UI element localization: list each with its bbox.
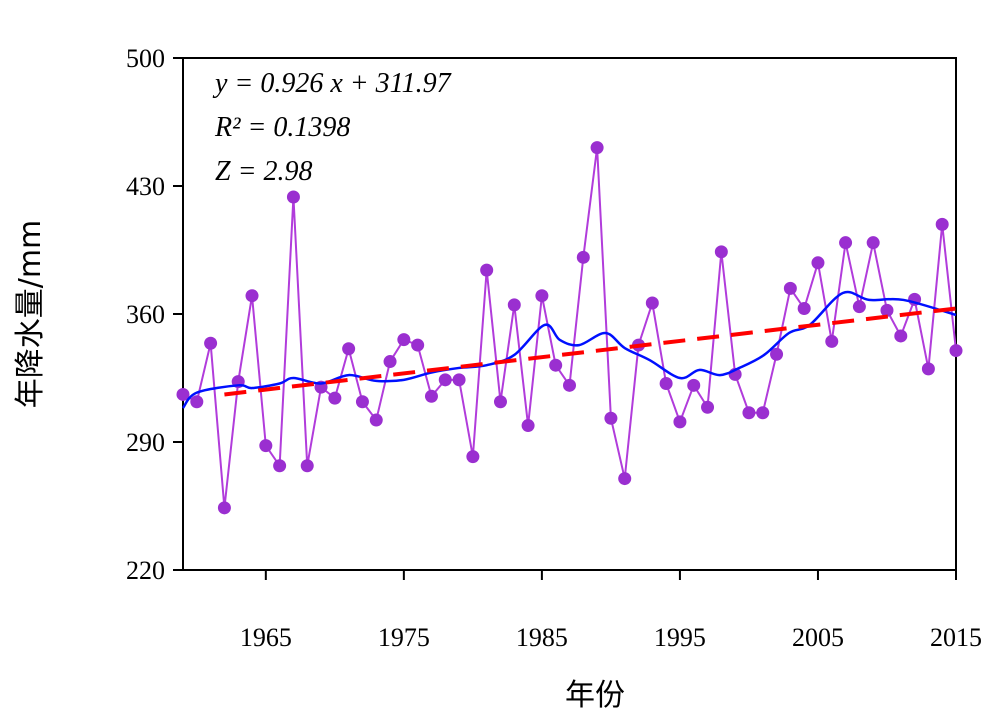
data-point xyxy=(300,459,314,473)
data-point xyxy=(466,450,480,464)
data-point xyxy=(880,303,894,317)
data-point xyxy=(949,344,963,358)
data-point xyxy=(673,415,687,429)
data-point xyxy=(424,389,438,403)
data-point xyxy=(825,334,839,348)
data-point xyxy=(701,400,715,414)
data-point xyxy=(756,406,770,420)
data-point xyxy=(411,338,425,352)
y-tick-label: 220 xyxy=(126,556,165,585)
x-tick-label: 1965 xyxy=(240,623,292,652)
data-point xyxy=(452,373,466,387)
series-line xyxy=(182,147,957,508)
y-axis-label: 年降水量/mm xyxy=(13,220,48,409)
z-value: Z = 2.98 xyxy=(215,156,312,187)
data-point xyxy=(176,387,190,401)
data-point xyxy=(770,347,784,361)
data-point xyxy=(839,236,853,250)
data-point xyxy=(438,373,452,387)
x-tick-label: 2015 xyxy=(930,623,982,652)
data-point xyxy=(355,395,369,409)
equation: y = 0.926 x + 311.97 xyxy=(212,68,452,99)
y-tick-label: 290 xyxy=(126,428,165,457)
data-point xyxy=(521,419,535,433)
data-point xyxy=(204,336,218,350)
series-line xyxy=(181,290,957,409)
data-point xyxy=(369,413,383,427)
data-point xyxy=(783,281,797,295)
x-tick-label: 2005 xyxy=(792,623,844,652)
data-point xyxy=(811,256,825,270)
data-point xyxy=(687,378,701,392)
data-point xyxy=(286,190,300,204)
data-point xyxy=(921,362,935,376)
y-tick-label: 430 xyxy=(126,172,165,201)
y-tick-label: 360 xyxy=(126,300,165,329)
data-point xyxy=(383,355,397,369)
data-point xyxy=(493,395,507,409)
x-tick-label: 1975 xyxy=(378,623,430,652)
data-point xyxy=(659,376,673,390)
data-point xyxy=(507,298,521,312)
data-point xyxy=(742,406,756,420)
data-point xyxy=(217,501,231,515)
r-squared: R² = 0.1398 xyxy=(214,112,350,143)
data-point xyxy=(797,302,811,316)
data-point xyxy=(714,245,728,259)
data-point xyxy=(259,439,273,453)
data-point xyxy=(342,342,356,356)
data-point xyxy=(852,300,866,314)
data-point xyxy=(645,296,659,310)
data-point xyxy=(618,472,632,486)
data-point xyxy=(273,459,287,473)
data-point xyxy=(549,358,563,372)
data-point xyxy=(535,289,549,303)
data-point xyxy=(935,217,949,231)
data-point xyxy=(190,395,204,409)
data-point xyxy=(245,289,259,303)
data-point xyxy=(563,378,576,392)
data-point xyxy=(397,333,411,347)
data-point xyxy=(328,391,342,405)
data-point xyxy=(480,263,494,277)
data-point xyxy=(894,329,908,343)
x-axis-label: 年份 xyxy=(565,678,625,713)
data-point xyxy=(590,141,604,155)
x-tick-label: 1995 xyxy=(654,623,706,652)
series-line xyxy=(224,306,957,397)
data-point xyxy=(576,250,590,264)
y-tick-label: 500 xyxy=(126,44,165,73)
data-point xyxy=(866,236,880,250)
x-tick-label: 1985 xyxy=(516,623,568,652)
data-point xyxy=(604,411,618,425)
